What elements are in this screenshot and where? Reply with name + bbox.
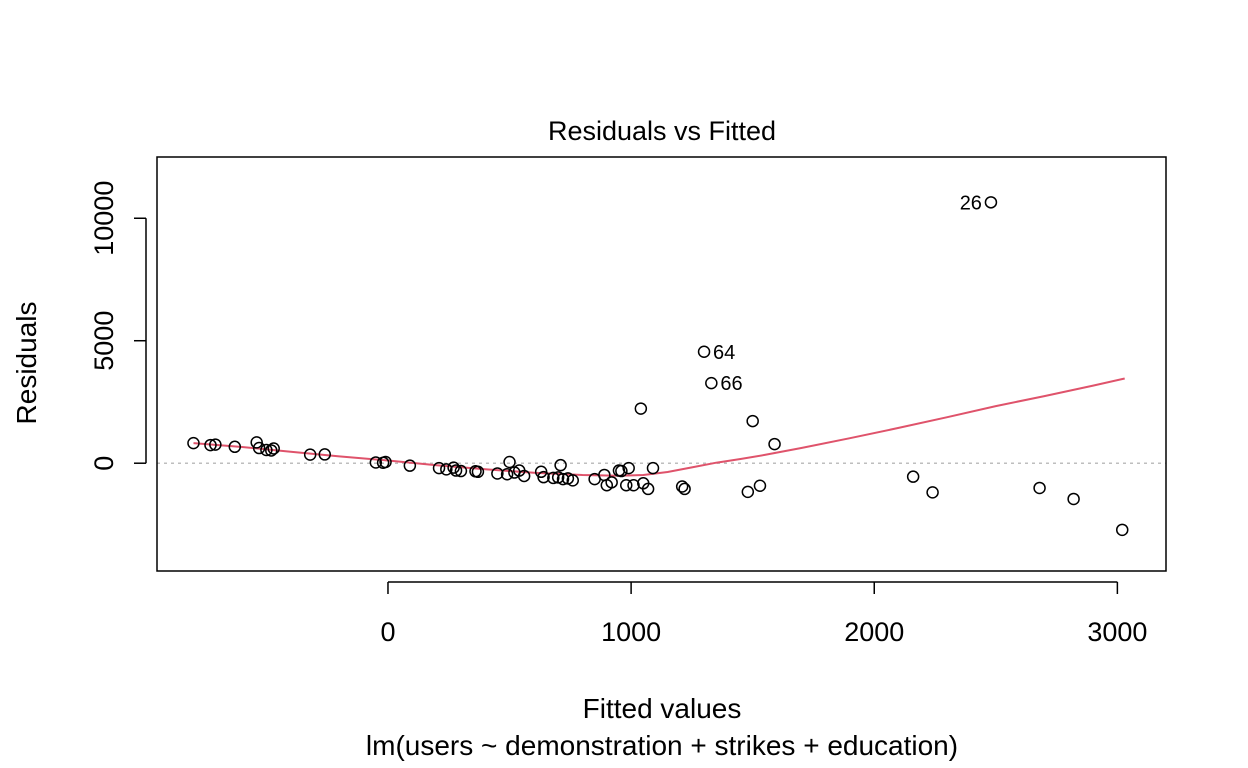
point-label: 26	[960, 192, 982, 214]
data-point	[471, 465, 485, 479]
x-tick-label: 2000	[844, 617, 904, 647]
data-point	[753, 479, 767, 493]
chart-title: Residuals vs Fitted	[548, 116, 776, 146]
data-point	[228, 440, 242, 454]
data-point	[906, 470, 920, 483]
data-point	[491, 467, 504, 480]
data-point	[605, 476, 618, 489]
data-point	[250, 436, 263, 449]
data-point	[622, 461, 635, 475]
data-point	[646, 461, 660, 475]
data-point	[209, 438, 222, 451]
data-point	[697, 345, 711, 359]
y-tick-label: 5000	[89, 311, 119, 371]
x-tick-label: 3000	[1087, 617, 1147, 647]
data-point	[204, 438, 217, 452]
data-point	[768, 437, 781, 451]
data-point	[675, 480, 689, 493]
data-point	[537, 470, 550, 484]
data-point	[260, 443, 273, 457]
data-point	[447, 461, 460, 474]
data-point	[556, 472, 570, 486]
data-point	[449, 464, 463, 477]
data-point	[403, 459, 417, 472]
x-tick-label: 1000	[601, 617, 661, 647]
smoother-line	[193, 377, 1125, 477]
data-point	[705, 376, 718, 390]
data-point	[440, 463, 453, 476]
y-tick-label: 0	[89, 456, 119, 471]
x-axis-label: Fitted values	[583, 693, 742, 724]
axes-layer: 0 1000 2000 3000 0 5000 10000	[89, 181, 1147, 647]
data-point	[454, 464, 468, 478]
point-label: 64	[713, 342, 735, 364]
data-point	[926, 486, 939, 499]
data-point	[303, 448, 317, 461]
data-point	[500, 467, 514, 481]
data-point	[554, 458, 567, 472]
data-point	[678, 482, 691, 496]
points-layer	[187, 196, 1129, 537]
data-point	[252, 441, 266, 455]
data-point	[432, 461, 446, 475]
x-tick-label: 0	[380, 617, 395, 647]
plot-frame	[156, 156, 1167, 572]
y-tick-label: 10000	[89, 181, 119, 256]
data-point	[369, 456, 383, 469]
data-point	[547, 471, 560, 485]
data-point	[1115, 523, 1129, 537]
data-point	[566, 474, 580, 487]
smoother-layer	[193, 377, 1125, 477]
data-point	[187, 436, 200, 450]
data-point	[619, 479, 633, 492]
data-point	[984, 196, 998, 209]
data-point	[641, 482, 655, 496]
data-point	[265, 444, 278, 457]
data-point	[379, 455, 392, 469]
data-point	[615, 464, 628, 478]
point-label: 66	[720, 373, 742, 395]
data-point	[1067, 492, 1080, 506]
data-point	[746, 414, 759, 428]
chart-subtitle: lm(users ~ demonstration + strikes + edu…	[366, 730, 958, 761]
data-point	[1033, 481, 1046, 495]
data-point	[503, 455, 516, 469]
data-point	[318, 448, 332, 461]
data-point	[517, 469, 531, 483]
point-labels-layer: 64 66 26	[713, 192, 982, 395]
data-point	[267, 442, 280, 455]
data-point	[627, 479, 640, 492]
data-point	[741, 485, 755, 499]
y-axis-label: Residuals	[11, 302, 42, 425]
data-point	[634, 402, 648, 415]
